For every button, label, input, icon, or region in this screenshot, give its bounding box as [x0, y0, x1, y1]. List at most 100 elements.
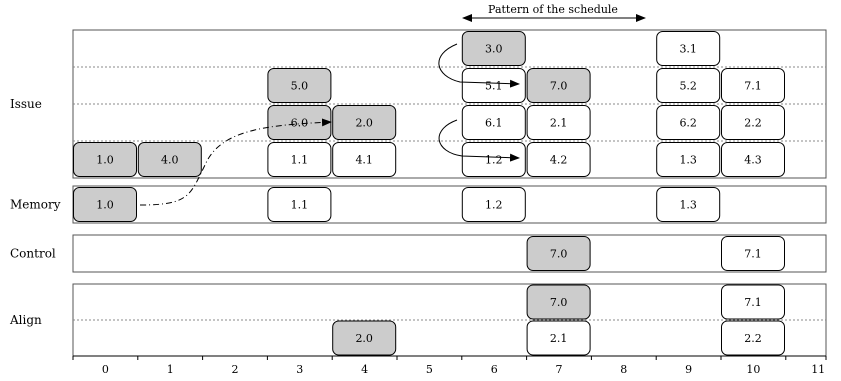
align-instruction-box: 2.1	[526, 320, 591, 356]
issue-instruction-box: 6.2	[656, 105, 721, 140]
issue-instruction-box: 2.0	[332, 105, 397, 140]
memory-instruction-box: 1.3	[656, 187, 721, 222]
instruction-box-frame	[721, 320, 785, 356]
instruction-label: 1.1	[291, 154, 309, 167]
instruction-box-frame	[656, 68, 721, 103]
align-label: Align	[9, 313, 42, 327]
instruction-label: 7.1	[744, 248, 762, 261]
instruction-box-frame	[267, 68, 332, 103]
instruction-label: 4.0	[161, 154, 179, 167]
instruction-label: 7.0	[550, 296, 568, 309]
instruction-box-frame	[526, 105, 591, 140]
instruction-box-frame	[461, 31, 526, 66]
instruction-box-frame	[461, 187, 526, 222]
instruction-label: 1.2	[485, 154, 503, 167]
instruction-box-frame	[267, 142, 332, 177]
issue-instruction-box: 6.1	[461, 105, 526, 140]
align-instruction-box: 2.2	[721, 320, 785, 356]
issue-instruction-box: 2.2	[721, 105, 785, 140]
memory-unit: Memory 1.0 1.1 1.2 1.3	[10, 185, 827, 224]
instruction-box-frame	[721, 68, 785, 103]
time-axis-label: 0	[102, 363, 109, 376]
align-instruction-box: 7.1	[721, 284, 785, 320]
time-axis-label: 10	[746, 363, 760, 376]
issue-instruction-box: 6.0	[267, 105, 332, 140]
control-unit: Control 7.0 7.1	[10, 234, 827, 273]
instruction-box-frame	[656, 105, 721, 140]
issue-instruction-box: 1.0	[73, 142, 137, 177]
instruction-label: 1.0	[96, 199, 114, 212]
instruction-box-frame	[526, 142, 591, 177]
instruction-box-frame	[656, 142, 721, 177]
instruction-label: 6.0	[291, 117, 309, 130]
instruction-label: 2.1	[550, 332, 568, 345]
time-axis-label: 9	[685, 363, 692, 376]
time-axis-label: 8	[620, 363, 627, 376]
instruction-label: 2.2	[744, 332, 762, 345]
time-axis-label: 11	[811, 363, 825, 376]
control-label: Control	[10, 247, 56, 261]
instruction-box-frame	[461, 68, 526, 103]
instruction-box-frame	[526, 68, 591, 103]
issue-instruction-box: 5.2	[656, 68, 721, 103]
memory-instruction-box: 1.2	[461, 187, 526, 222]
instruction-label: 3.1	[679, 43, 697, 56]
instruction-box-frame	[721, 105, 785, 140]
instruction-box-frame	[656, 187, 721, 222]
instruction-label: 2.0	[355, 117, 373, 130]
issue-instruction-box: 2.1	[526, 105, 591, 140]
instruction-box-frame	[461, 105, 526, 140]
instruction-label: 4.1	[355, 154, 373, 167]
instruction-label: 2.2	[744, 117, 762, 130]
instruction-label: 5.0	[291, 80, 309, 93]
instruction-box-frame	[721, 284, 785, 320]
issue-instruction-box: 4.0	[137, 142, 202, 177]
issue-instruction-box: 1.2	[461, 142, 526, 177]
instruction-box-frame	[73, 142, 137, 177]
align-instruction-box: 2.0	[332, 320, 397, 356]
control-lane-frame	[72, 234, 827, 273]
instruction-label: 7.1	[744, 80, 762, 93]
instruction-label: 1.0	[96, 154, 114, 167]
instruction-label: 7.1	[744, 296, 762, 309]
instruction-label: 6.2	[679, 117, 697, 130]
instruction-box-frame	[332, 320, 397, 356]
dependency-arrow-6.1-to-4.2	[438, 119, 520, 162]
instruction-box-frame	[332, 142, 397, 177]
instruction-label: 2.0	[355, 332, 373, 345]
instruction-box-frame	[73, 187, 137, 222]
issue-instruction-box: 1.3	[656, 142, 721, 177]
instruction-box-frame	[267, 187, 332, 222]
time-axis-label: 3	[296, 363, 303, 376]
issue-instruction-box: 3.0	[461, 31, 526, 66]
time-axis-label: 2	[232, 363, 239, 376]
issue-instruction-box: 4.3	[721, 142, 785, 177]
instruction-label: 1.2	[485, 199, 503, 212]
issue-instruction-box: 4.1	[332, 142, 397, 177]
memory-instruction-box: 1.0	[73, 187, 137, 222]
instruction-box-frame	[332, 105, 397, 140]
issue-instruction-box: 7.0	[526, 68, 591, 103]
time-axis-label: 7	[556, 363, 563, 376]
instruction-label: 5.1	[485, 80, 503, 93]
instruction-box-frame	[137, 142, 202, 177]
pattern-label: Pattern of the schedule	[488, 3, 618, 16]
instruction-label: 6.1	[485, 117, 503, 130]
instruction-label: 2.1	[550, 117, 568, 130]
time-axis-label: 6	[491, 363, 498, 376]
control-instruction-box: 7.1	[721, 236, 785, 271]
issue-instruction-box: 3.1	[656, 31, 721, 66]
instruction-label: 1.3	[679, 199, 697, 212]
instruction-box-frame	[656, 31, 721, 66]
instruction-box-frame	[526, 236, 591, 271]
issue-instruction-box: 5.0	[267, 68, 332, 103]
issue-instruction-box: 4.2	[526, 142, 591, 177]
instruction-box-frame	[526, 284, 591, 320]
control-instruction-box: 7.0	[526, 236, 591, 271]
time-axis-label: 5	[426, 363, 433, 376]
instruction-label: 7.0	[550, 248, 568, 261]
align-unit: Align 7.0 7.1 2.0 2.1 2.2	[9, 283, 827, 357]
time-axis-label: 4	[361, 363, 368, 376]
instruction-label: 5.2	[679, 80, 697, 93]
instruction-box-frame	[721, 236, 785, 271]
